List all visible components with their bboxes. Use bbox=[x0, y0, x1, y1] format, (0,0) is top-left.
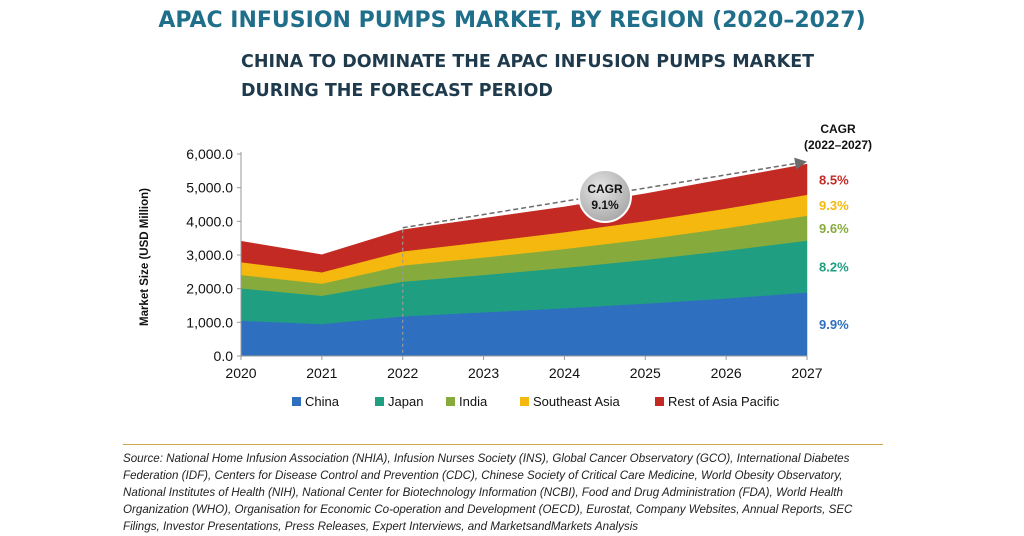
cagr-header-title: CAGR bbox=[820, 122, 856, 136]
y-axis-label: Market Size (USD Million) bbox=[139, 188, 151, 326]
source-note: Source: National Home Infusion Associati… bbox=[123, 444, 883, 535]
legend-label-southeast-asia: Southeast Asia bbox=[533, 394, 620, 409]
cagr-label-southeast-asia: 9.3% bbox=[819, 198, 849, 213]
x-tick-label: 2021 bbox=[306, 365, 337, 381]
legend-swatch-southeast-asia bbox=[520, 397, 529, 406]
legend-label-rest-of-asia-pacific: Rest of Asia Pacific bbox=[668, 394, 780, 409]
cagr-label-rest-of-asia-pacific: 8.5% bbox=[819, 172, 849, 187]
legend-swatch-japan bbox=[375, 397, 384, 406]
x-tick-label: 2027 bbox=[791, 365, 822, 381]
x-tick-label: 2025 bbox=[630, 365, 661, 381]
y-tick-label: 6,000.0 bbox=[186, 146, 233, 162]
y-tick-label: 4,000.0 bbox=[186, 213, 233, 229]
chart-subtitle: CHINA TO DOMINATE THE APAC INFUSION PUMP… bbox=[241, 52, 815, 101]
y-tick-label: 2,000.0 bbox=[186, 281, 233, 297]
cagr-bubble-value: 9.1% bbox=[591, 198, 619, 212]
legend-swatch-rest-of-asia-pacific bbox=[655, 397, 664, 406]
x-tick-label: 2026 bbox=[711, 365, 742, 381]
legend-swatch-china bbox=[292, 397, 301, 406]
y-tick-label: 0.0 bbox=[214, 348, 234, 364]
y-tick-label: 5,000.0 bbox=[186, 180, 233, 196]
legend-label-japan: Japan bbox=[388, 394, 423, 409]
y-tick-label: 1,000.0 bbox=[186, 314, 233, 330]
cagr-header-period: (2022–2027) bbox=[804, 138, 872, 152]
cagr-bubble bbox=[578, 169, 632, 223]
cagr-label-china: 9.9% bbox=[819, 317, 849, 332]
legend-label-china: China bbox=[305, 394, 340, 409]
stacked-area-chart: 0.0 1,000.0 2,000.0 3,000.0 4,000.0 5,000.0 6,… bbox=[139, 122, 872, 409]
legend-label-india: India bbox=[459, 394, 488, 409]
cagr-label-india: 9.6% bbox=[819, 221, 849, 236]
x-tick-label: 2023 bbox=[468, 365, 499, 381]
x-tick-label: 2024 bbox=[549, 365, 580, 381]
chart-title: APAC INFUSION PUMPS MARKET, BY REGION (2… bbox=[158, 8, 866, 33]
x-tick-label: 2020 bbox=[225, 365, 256, 381]
cagr-bubble-title: CAGR bbox=[587, 182, 623, 196]
cagr-label-japan: 8.2% bbox=[819, 259, 849, 274]
legend-swatch-india bbox=[446, 397, 455, 406]
x-tick-label: 2022 bbox=[387, 365, 418, 381]
area-rest-of-asia-pacific bbox=[240, 163, 808, 273]
y-tick-label: 3,000.0 bbox=[186, 247, 233, 263]
